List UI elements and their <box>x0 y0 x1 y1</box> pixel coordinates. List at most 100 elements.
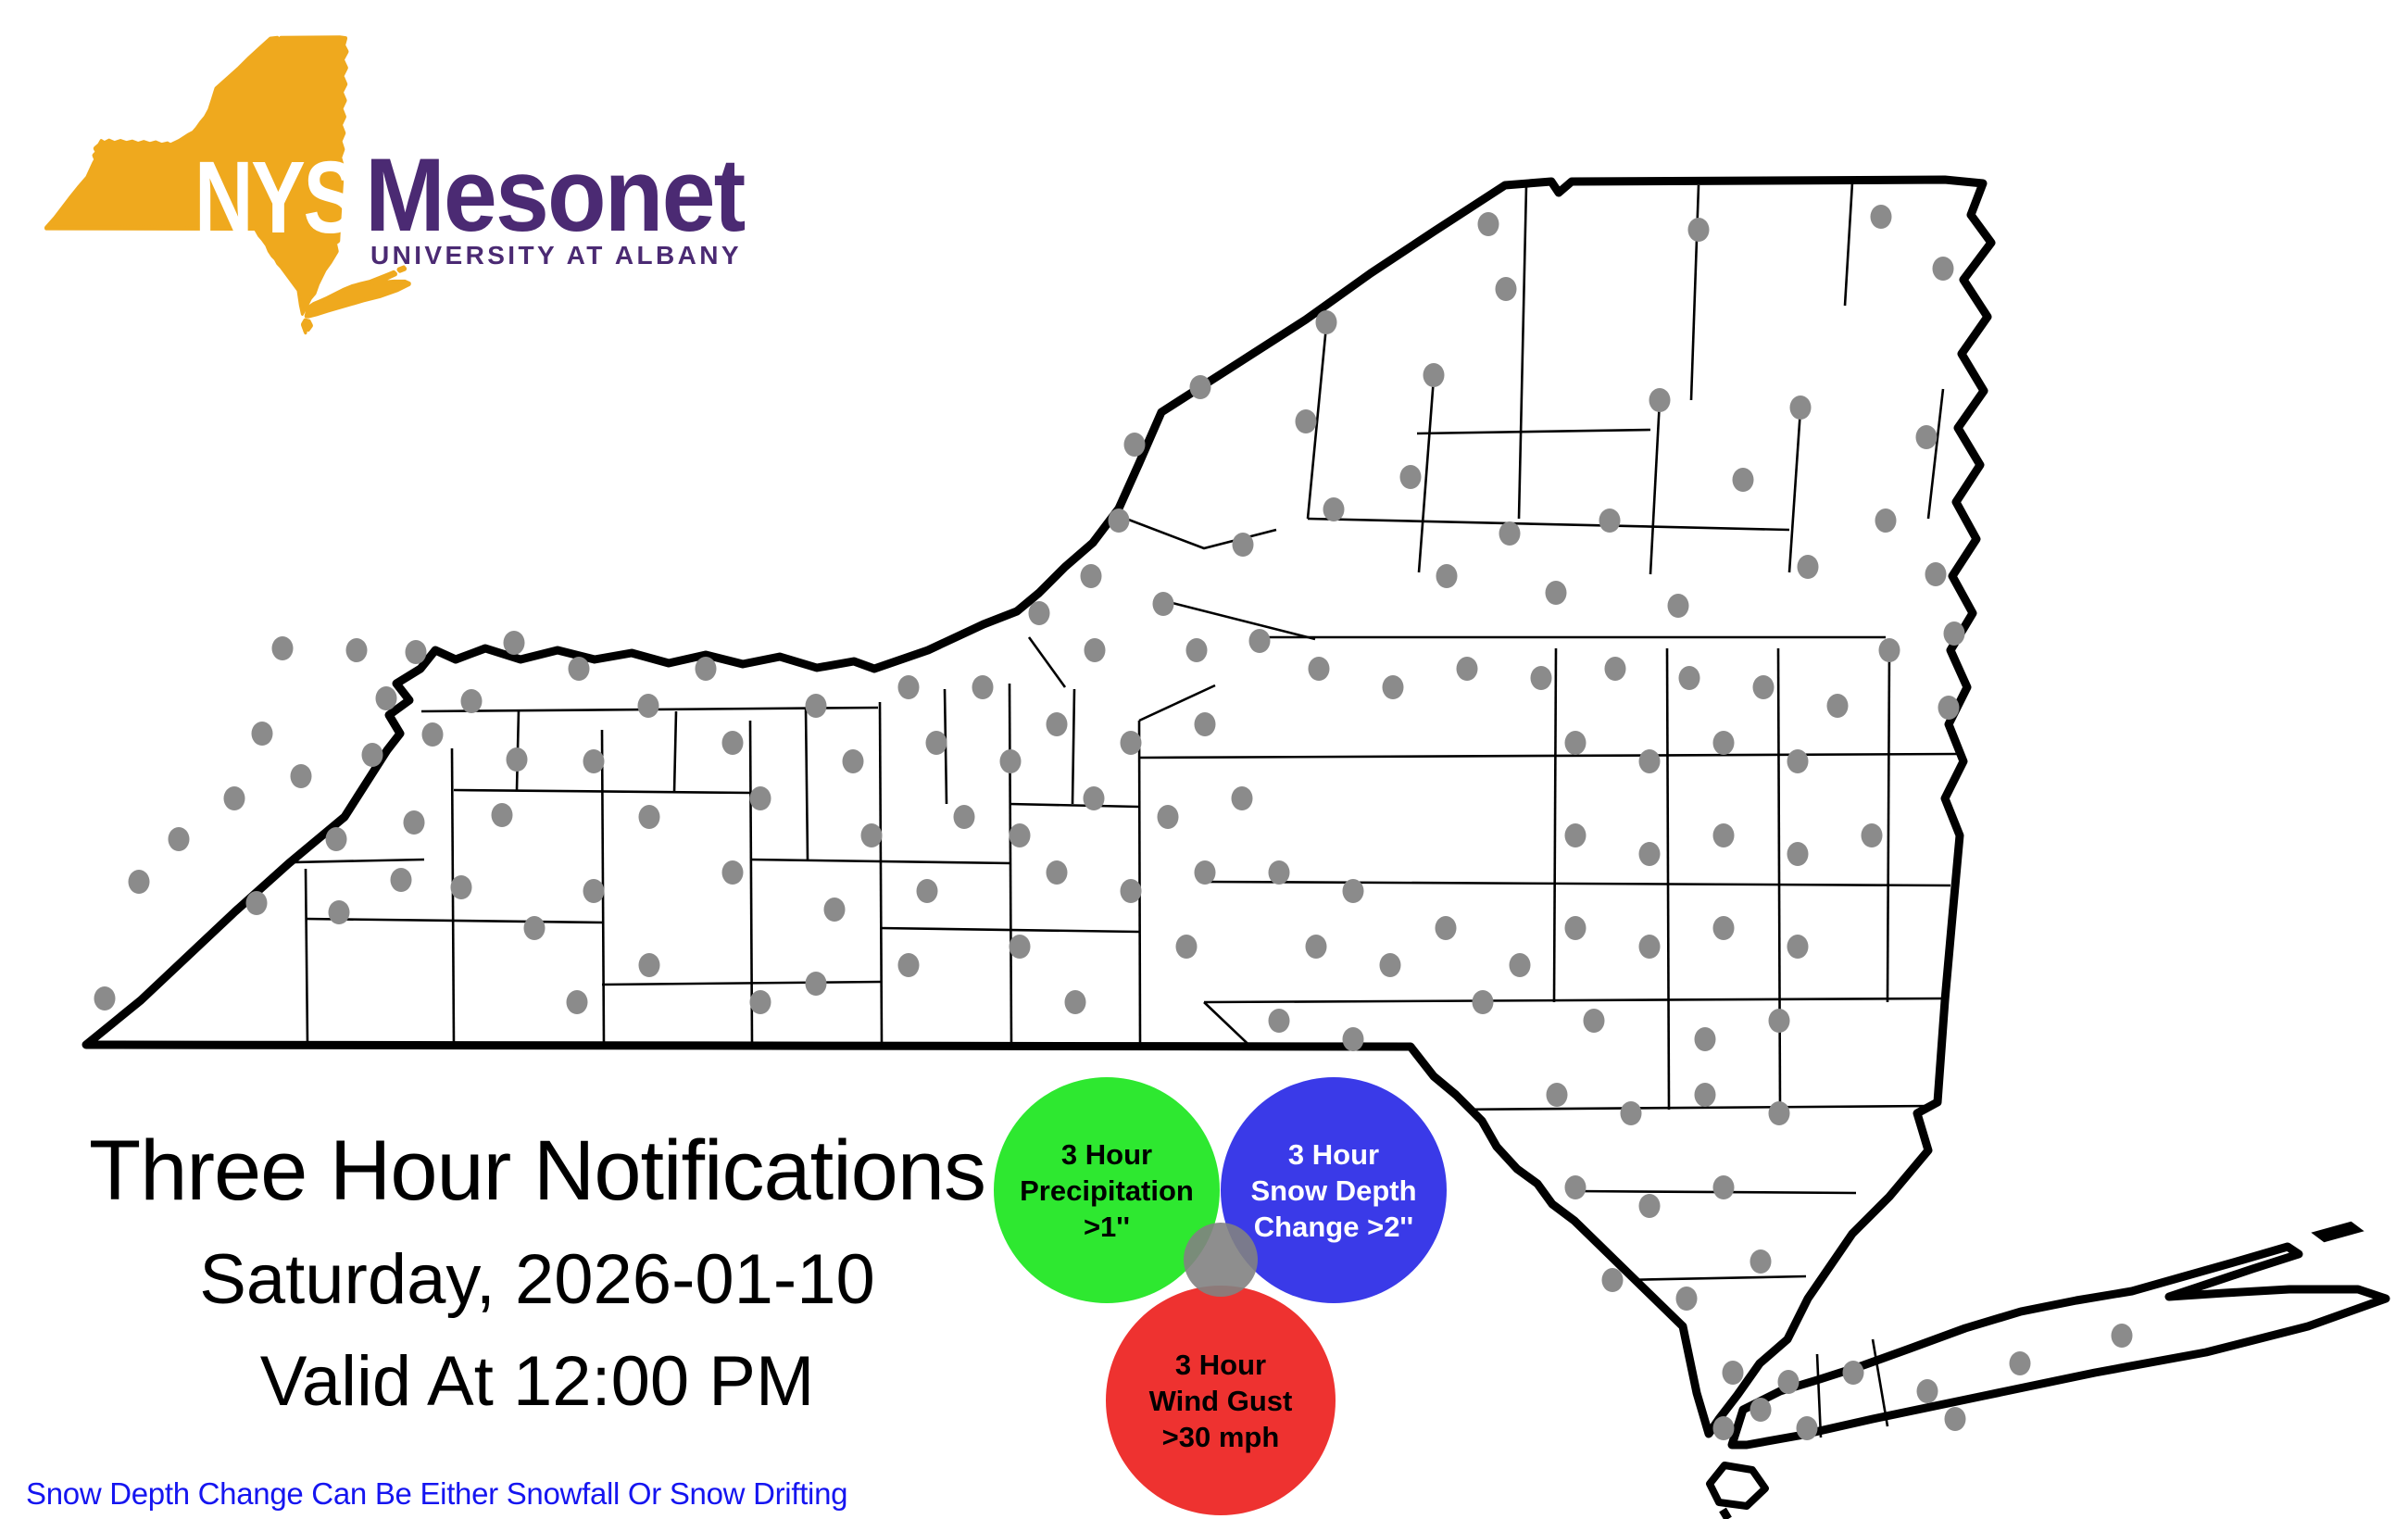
station-dot <box>1638 842 1661 866</box>
station-dot <box>637 694 659 718</box>
station-dot <box>1194 860 1216 885</box>
station-dot <box>1712 731 1735 755</box>
station-dot <box>1861 823 1883 847</box>
station-dot <box>1268 860 1290 885</box>
station-dot <box>1315 310 1337 334</box>
legend-snow-line1: 3 Hour <box>1287 1137 1380 1171</box>
station-dot <box>999 749 1022 773</box>
legend-wind-gust-circle: 3 Hour Wind Gust >30 mph <box>1106 1286 1336 1515</box>
station-dot <box>1080 564 1102 588</box>
station-dot <box>721 731 744 755</box>
station-dot <box>805 694 827 718</box>
station-dot <box>1499 521 1521 546</box>
station-dot <box>1435 916 1457 940</box>
station-dot <box>1750 1249 1772 1274</box>
station-dot <box>1932 257 1954 281</box>
page-title: Three Hour Notifications <box>89 1124 986 1218</box>
station-dot <box>1583 1009 1605 1033</box>
station-dot <box>1545 581 1567 605</box>
station-dot <box>1638 1194 1661 1218</box>
station-dot <box>1564 823 1587 847</box>
station-dot <box>1649 388 1671 412</box>
station-dot <box>1826 694 1849 718</box>
station-dot <box>749 990 771 1014</box>
station-dot <box>460 689 483 713</box>
station-dot <box>638 953 660 977</box>
station-dot <box>345 638 368 662</box>
station-dot <box>1916 1379 1938 1403</box>
station-dot <box>897 953 920 977</box>
title-block: Three Hour Notifications Saturday, 2026-… <box>37 1128 1037 1417</box>
station-dot <box>1796 1416 1818 1440</box>
station-dot <box>1046 860 1068 885</box>
station-dot <box>1456 657 1478 681</box>
station-dot <box>721 860 744 885</box>
station-dot <box>1120 879 1142 903</box>
station-dot <box>1789 395 1812 420</box>
snow-depth-footnote: Snow Depth Change Can Be Either Snowfall… <box>26 1476 848 1511</box>
station-dot <box>1064 990 1086 1014</box>
station-dot <box>1842 1361 1864 1385</box>
station-dot <box>749 786 771 810</box>
station-dot <box>1305 935 1327 959</box>
valid-time-subtitle: Valid At 12:00 PM <box>259 1342 815 1421</box>
station-dot <box>1342 879 1364 903</box>
station-dot <box>1477 212 1499 236</box>
county-boundaries-long-island <box>1815 1338 1889 1438</box>
station-dot <box>1157 805 1179 829</box>
station-dot <box>583 749 605 773</box>
station-dot <box>1084 638 1106 662</box>
station-dot <box>1797 555 1819 579</box>
station-dot <box>1123 433 1146 457</box>
station-dot <box>638 805 660 829</box>
station-dot <box>1295 409 1317 433</box>
station-dot <box>1564 916 1587 940</box>
station-dot <box>925 731 947 755</box>
station-dot <box>1732 468 1754 492</box>
legend-snow-line2: Snow Depth <box>1250 1174 1417 1207</box>
legend-precip-line3: >1'' <box>1083 1210 1131 1243</box>
station-dot <box>1342 1027 1364 1051</box>
station-dot <box>1667 594 1689 618</box>
station-dot <box>1915 425 1938 449</box>
station-dot <box>1925 562 1947 586</box>
station-dot <box>1108 508 1130 533</box>
station-dot <box>823 898 846 922</box>
station-dot <box>1712 1416 1735 1440</box>
station-dot <box>1768 1009 1790 1033</box>
station-dot <box>1152 592 1174 616</box>
station-dot <box>1943 621 1965 646</box>
station-dot <box>1399 465 1422 489</box>
station-dot <box>897 675 920 699</box>
station-dot <box>361 743 383 767</box>
station-dot <box>1546 1083 1568 1107</box>
station-dot <box>842 749 864 773</box>
station-dot <box>1382 675 1404 699</box>
station-dot <box>503 631 525 655</box>
legend-snow-depth-circle: 3 Hour Snow Depth Change >2'' <box>1221 1077 1447 1303</box>
station-dot <box>1009 823 1031 847</box>
station-dot <box>290 764 312 788</box>
station-dot <box>2009 1351 2031 1375</box>
station-dot <box>328 900 350 924</box>
station-dot <box>1944 1407 1966 1431</box>
station-dot <box>583 879 605 903</box>
station-dot <box>566 990 588 1014</box>
station-dot <box>1675 1287 1698 1311</box>
station-dot <box>245 891 268 915</box>
station-dot <box>1308 657 1330 681</box>
legend-wind-line3: >30 mph <box>1161 1420 1280 1453</box>
station-dot <box>568 657 590 681</box>
station-dot <box>390 868 412 892</box>
station-dot <box>1083 786 1105 810</box>
station-dot <box>403 810 425 835</box>
station-dot <box>1870 205 1892 229</box>
legend-precipitation-circle: 3 Hour Precipitation >1'' <box>994 1077 1220 1303</box>
station-dot <box>2111 1324 2133 1348</box>
station-dot <box>1599 508 1621 533</box>
station-dot <box>1722 1361 1744 1385</box>
station-dot <box>1787 842 1809 866</box>
station-dot <box>523 916 546 940</box>
